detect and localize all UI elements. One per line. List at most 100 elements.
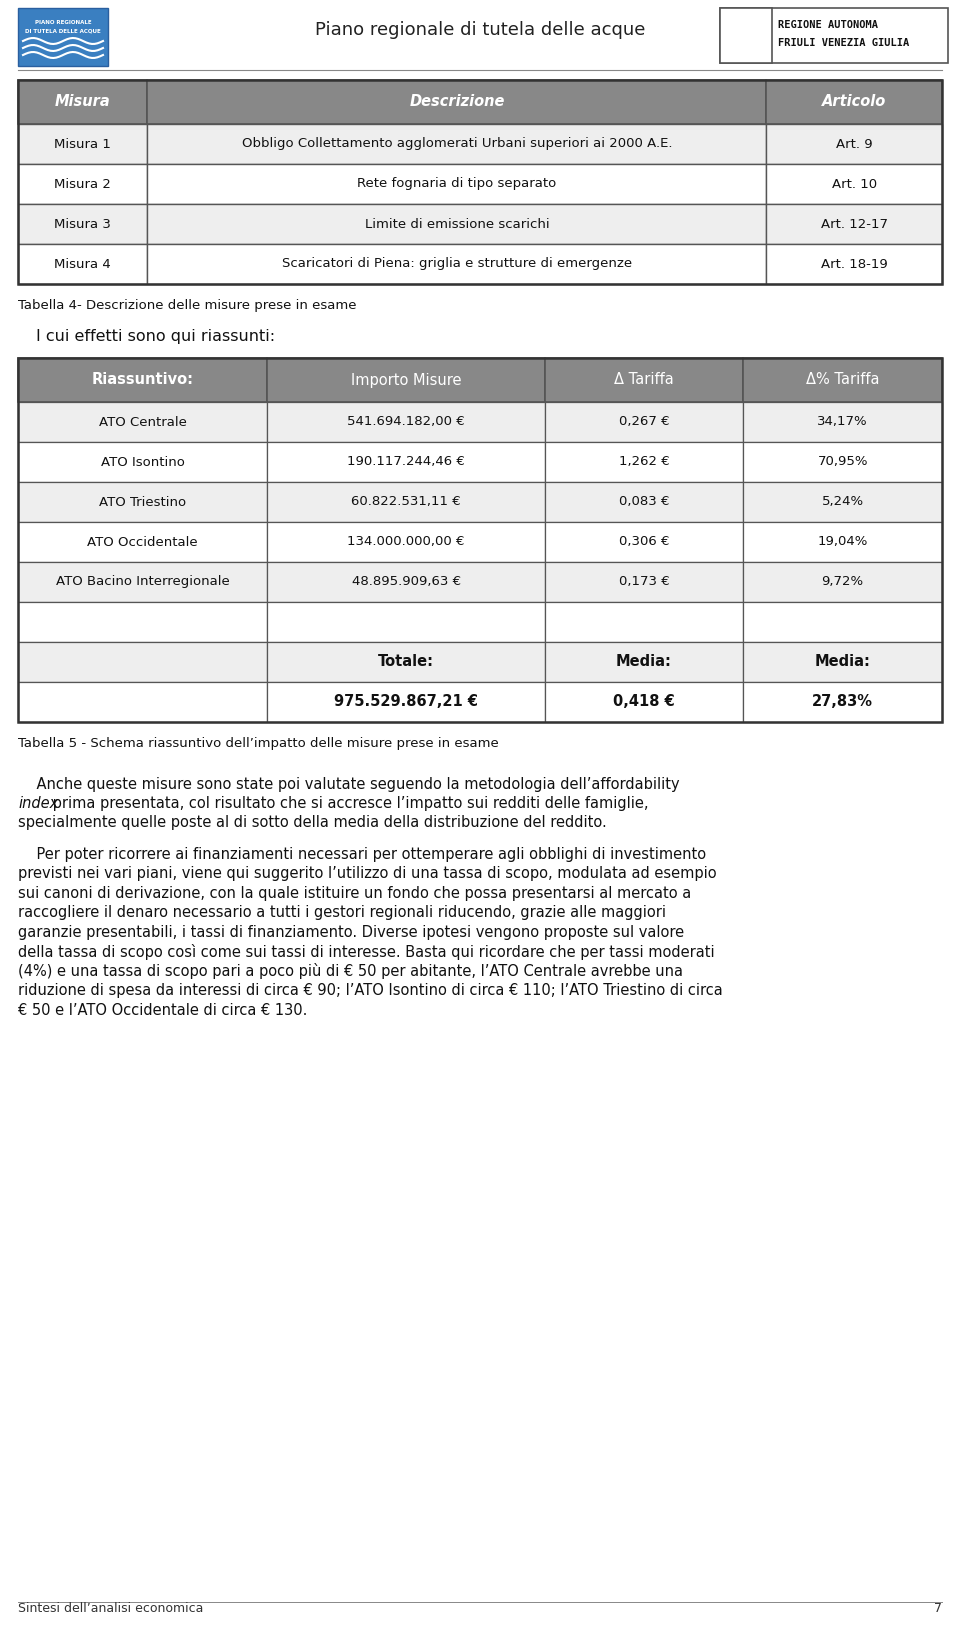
Bar bbox=[743, 401, 942, 442]
Text: 27,83%: 27,83% bbox=[812, 694, 874, 710]
Bar bbox=[268, 642, 544, 682]
Bar bbox=[18, 562, 268, 601]
Text: Art. 12-17: Art. 12-17 bbox=[821, 218, 888, 231]
Bar bbox=[766, 244, 942, 284]
Text: garanzie presentabili, i tassi di finanziamento. Diverse ipotesi vengono propost: garanzie presentabili, i tassi di finanz… bbox=[18, 925, 684, 939]
Bar bbox=[544, 522, 743, 562]
Text: 19,04%: 19,04% bbox=[818, 536, 868, 549]
Text: specialmente quelle poste al di sotto della media della distribuzione del reddit: specialmente quelle poste al di sotto de… bbox=[18, 816, 607, 830]
Text: PIANO REGIONALE: PIANO REGIONALE bbox=[35, 20, 91, 24]
Text: (4%) e una tassa di scopo pari a poco più di € 50 per abitante, l’ATO Centrale a: (4%) e una tassa di scopo pari a poco pi… bbox=[18, 964, 683, 980]
Text: Rete fognaria di tipo separato: Rete fognaria di tipo separato bbox=[357, 177, 557, 190]
Text: Δ% Tariffa: Δ% Tariffa bbox=[806, 372, 879, 387]
Bar bbox=[18, 164, 148, 205]
Text: 9,72%: 9,72% bbox=[822, 575, 864, 588]
Bar bbox=[148, 164, 766, 205]
Text: ATO Bacino Interregionale: ATO Bacino Interregionale bbox=[56, 575, 229, 588]
Bar bbox=[743, 682, 942, 722]
Bar bbox=[268, 682, 544, 722]
Bar bbox=[766, 124, 942, 164]
Bar bbox=[268, 522, 544, 562]
Text: 1,262 €: 1,262 € bbox=[618, 455, 669, 468]
Text: Piano regionale di tutela delle acque: Piano regionale di tutela delle acque bbox=[315, 21, 645, 39]
Bar bbox=[18, 442, 268, 483]
Text: FRIULI VENEZIA GIULIA: FRIULI VENEZIA GIULIA bbox=[778, 37, 909, 49]
Bar bbox=[18, 80, 942, 284]
Text: 34,17%: 34,17% bbox=[817, 416, 868, 429]
Bar bbox=[268, 483, 544, 522]
Bar bbox=[544, 483, 743, 522]
Bar bbox=[268, 401, 544, 442]
Bar bbox=[18, 205, 148, 244]
Bar bbox=[544, 642, 743, 682]
Text: previsti nei vari piani, viene qui suggerito l’utilizzo di una tassa di scopo, m: previsti nei vari piani, viene qui sugge… bbox=[18, 866, 716, 881]
Text: Limite di emissione scarichi: Limite di emissione scarichi bbox=[365, 218, 549, 231]
Text: 134.000.000,00 €: 134.000.000,00 € bbox=[348, 536, 465, 549]
Bar bbox=[544, 682, 743, 722]
Text: 7: 7 bbox=[934, 1602, 942, 1615]
Text: Importo Misure: Importo Misure bbox=[350, 372, 462, 387]
Bar bbox=[18, 682, 268, 722]
Text: ATO Centrale: ATO Centrale bbox=[99, 416, 186, 429]
Text: Δ Tariffa: Δ Tariffa bbox=[614, 372, 674, 387]
Text: REGIONE AUTONOMA: REGIONE AUTONOMA bbox=[778, 20, 878, 29]
Bar bbox=[148, 124, 766, 164]
Text: 0,418 €: 0,418 € bbox=[613, 694, 675, 710]
Text: Tabella 4- Descrizione delle misure prese in esame: Tabella 4- Descrizione delle misure pres… bbox=[18, 299, 356, 312]
Bar bbox=[18, 358, 942, 722]
Bar bbox=[544, 601, 743, 642]
Text: Misura: Misura bbox=[55, 94, 110, 109]
Bar bbox=[544, 562, 743, 601]
Text: 975.529.867,21 €: 975.529.867,21 € bbox=[334, 694, 478, 710]
Text: Totale:: Totale: bbox=[378, 655, 434, 669]
Text: 48.895.909,63 €: 48.895.909,63 € bbox=[351, 575, 461, 588]
Bar bbox=[743, 562, 942, 601]
Text: Media:: Media: bbox=[616, 655, 672, 669]
Text: Misura 2: Misura 2 bbox=[55, 177, 111, 190]
Text: 0,267 €: 0,267 € bbox=[618, 416, 669, 429]
Text: Obbligo Collettamento agglomerati Urbani superiori ai 2000 A.E.: Obbligo Collettamento agglomerati Urbani… bbox=[242, 138, 672, 151]
Bar bbox=[743, 642, 942, 682]
Bar bbox=[148, 205, 766, 244]
Bar bbox=[148, 244, 766, 284]
Bar bbox=[18, 401, 268, 442]
Text: 0,306 €: 0,306 € bbox=[619, 536, 669, 549]
Bar bbox=[544, 401, 743, 442]
Text: index: index bbox=[18, 796, 59, 811]
Text: Misura 4: Misura 4 bbox=[55, 257, 111, 270]
Text: ATO Isontino: ATO Isontino bbox=[101, 455, 184, 468]
Bar bbox=[268, 601, 544, 642]
Bar bbox=[268, 442, 544, 483]
Bar bbox=[743, 358, 942, 401]
Text: Art. 9: Art. 9 bbox=[836, 138, 873, 151]
Text: 541.694.182,00 €: 541.694.182,00 € bbox=[348, 416, 465, 429]
Text: I cui effetti sono qui riassunti:: I cui effetti sono qui riassunti: bbox=[36, 328, 276, 343]
Bar bbox=[18, 642, 268, 682]
Text: raccogliere il denaro necessario a tutti i gestori regionali riducendo, grazie a: raccogliere il denaro necessario a tutti… bbox=[18, 905, 666, 920]
Bar bbox=[743, 601, 942, 642]
Bar bbox=[720, 8, 772, 63]
Text: Scaricatori di Piena: griglia e strutture di emergenze: Scaricatori di Piena: griglia e struttur… bbox=[282, 257, 632, 270]
Bar bbox=[544, 358, 743, 401]
Bar bbox=[268, 358, 544, 401]
Bar bbox=[18, 8, 108, 67]
Text: 5,24%: 5,24% bbox=[822, 496, 864, 509]
Text: Tabella 5 - Schema riassuntivo dell’impatto delle misure prese in esame: Tabella 5 - Schema riassuntivo dell’impa… bbox=[18, 738, 499, 751]
Bar bbox=[268, 562, 544, 601]
Bar bbox=[720, 8, 948, 63]
Bar bbox=[18, 124, 148, 164]
Text: Media:: Media: bbox=[815, 655, 871, 669]
Text: Misura 3: Misura 3 bbox=[55, 218, 111, 231]
Text: Sintesi dell’analisi economica: Sintesi dell’analisi economica bbox=[18, 1602, 204, 1615]
Text: 0,083 €: 0,083 € bbox=[619, 496, 669, 509]
Text: Articolo: Articolo bbox=[822, 94, 886, 109]
Text: ATO Triestino: ATO Triestino bbox=[99, 496, 186, 509]
Text: DI TUTELA DELLE ACQUE: DI TUTELA DELLE ACQUE bbox=[25, 29, 101, 34]
Bar bbox=[766, 164, 942, 205]
Bar bbox=[18, 601, 268, 642]
Text: sui canoni di derivazione, con la quale istituire un fondo che possa presentarsi: sui canoni di derivazione, con la quale … bbox=[18, 886, 691, 900]
Text: 60.822.531,11 €: 60.822.531,11 € bbox=[351, 496, 461, 509]
Text: Misura 1: Misura 1 bbox=[55, 138, 111, 151]
Bar bbox=[18, 244, 148, 284]
Text: prima presentata, col risultato che si accresce l’impatto sui redditi delle fami: prima presentata, col risultato che si a… bbox=[48, 796, 649, 811]
